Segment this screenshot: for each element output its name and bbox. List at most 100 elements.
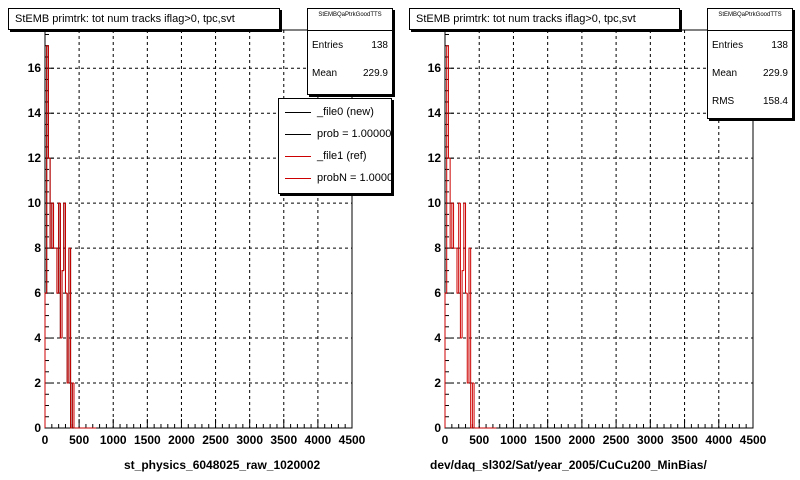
right-title-box: StEMB primtrk: tot num tracks iflag>0, t…: [409, 8, 680, 30]
right-stats-mean-row: Mean 229.9: [708, 59, 792, 87]
x-tick-label: 3000: [236, 433, 263, 447]
histogram-bin: [466, 293, 469, 384]
left-stats-mean-label: Mean: [312, 67, 338, 79]
histogram-bin: [49, 158, 52, 249]
y-tick-label: 6: [34, 286, 41, 300]
right-stats-mean-value: 229.9: [762, 67, 788, 79]
left-stats-entries-row: Entries 138: [308, 31, 392, 59]
left-stats-mean-value: 229.9: [362, 67, 388, 79]
histogram-bin: [447, 45, 451, 159]
right-stats-entries-label: Entries: [712, 39, 744, 51]
y-tick-label: 0: [434, 421, 441, 435]
histogram-bin: [53, 203, 56, 249]
legend-label: prob = 1.000000: [317, 128, 392, 140]
left-stats-entries-label: Entries: [312, 39, 344, 51]
right-stats-box: StEMBQaPtrkGoodTTS Entries 138 Mean 229.…: [707, 8, 793, 119]
x-tick-label: 2000: [168, 433, 195, 447]
histogram-bin: [459, 203, 463, 339]
y-tick-label: 16: [428, 61, 442, 75]
y-tick-label: 0: [34, 421, 41, 435]
x-tick-label: 2500: [603, 433, 630, 447]
left-stats-title: StEMBQaPtrkGoodTTS: [308, 9, 392, 31]
legend-item: _file0 (new): [279, 101, 391, 123]
y-tick-label: 2: [34, 376, 41, 390]
histogram-series: [444, 45, 497, 429]
histogram-bin: [444, 292, 447, 428]
y-tick-label: 8: [34, 241, 41, 255]
histogram-bin: [64, 203, 68, 294]
histogram-bin: [463, 202, 466, 271]
y-tick-label: 14: [28, 106, 42, 120]
left-footer-label: st_physics_6048025_raw_1020002: [124, 458, 321, 472]
right-stats-rms-value: 158.4: [762, 95, 788, 107]
histogram-bin: [56, 248, 59, 294]
x-tick-label: 3000: [637, 433, 664, 447]
histogram-bin: [73, 383, 76, 429]
y-tick-label: 12: [28, 151, 42, 165]
legend-line: [285, 133, 311, 135]
y-tick-label: 4: [34, 331, 41, 345]
histogram-series: [44, 45, 97, 429]
right-stats-rms-label: RMS: [712, 95, 735, 107]
y-tick-label: 12: [428, 151, 442, 165]
histogram-bin: [471, 382, 475, 428]
left-stats-mean-row: Mean 229.9: [308, 59, 392, 87]
right-stats-entries-value: 138: [771, 39, 788, 51]
histogram-bin: [473, 383, 476, 429]
right-footer-label: dev/daq_sl302/Sat/year_2005/CuCu200_MinB…: [430, 458, 707, 472]
legend-label: _file1 (ref): [317, 150, 367, 162]
x-tick-label: 2500: [202, 433, 229, 447]
histogram-bin: [47, 45, 51, 159]
histogram-bin: [456, 248, 459, 294]
legend-item: probN = 1.000000: [279, 167, 391, 189]
histogram-bin: [44, 292, 47, 428]
legend-label: probN = 1.000000: [317, 172, 392, 184]
x-tick-label: 1500: [134, 433, 161, 447]
histogram-bin: [468, 247, 471, 384]
histogram-bin: [470, 248, 473, 429]
x-tick-label: 500: [69, 433, 89, 447]
right-stats-rms-row: RMS 158.4: [708, 87, 792, 115]
right-stats-entries-row: Entries 138: [708, 31, 792, 59]
y-tick-label: 16: [28, 61, 42, 75]
left-legend: _file0 (new) prob = 1.000000 _file1 (ref…: [278, 98, 392, 194]
x-tick-label: 0: [42, 433, 49, 447]
histogram-bin: [453, 203, 456, 249]
histogram-bin: [59, 203, 63, 339]
legend-item: prob = 1.000000: [279, 123, 391, 145]
x-tick-label: 4000: [305, 433, 332, 447]
x-tick-label: 4500: [339, 433, 366, 447]
legend-line: [285, 155, 311, 157]
right-stats-title: StEMBQaPtrkGoodTTS: [708, 9, 792, 31]
left-title: StEMB primtrk: tot num tracks iflag>0, t…: [15, 13, 235, 25]
x-tick-label: 4500: [740, 433, 767, 447]
y-tick-label: 10: [428, 196, 442, 210]
right-title: StEMB primtrk: tot num tracks iflag>0, t…: [416, 13, 636, 25]
x-tick-label: 500: [469, 433, 489, 447]
histogram-bin: [458, 202, 461, 294]
x-tick-label: 1000: [500, 433, 527, 447]
x-tick-label: 1500: [534, 433, 561, 447]
legend-line: [285, 177, 311, 179]
left-title-box: StEMB primtrk: tot num tracks iflag>0, t…: [8, 8, 280, 30]
plot-frame: [444, 29, 754, 429]
histogram-bin: [46, 45, 49, 294]
y-tick-label: 10: [28, 196, 42, 210]
y-tick-label: 8: [434, 241, 441, 255]
histogram-bin: [61, 270, 64, 339]
histogram-bin: [68, 247, 71, 384]
histogram-bin: [66, 293, 69, 384]
histogram-bin: [465, 203, 468, 294]
x-tick-label: 3500: [270, 433, 297, 447]
y-tick-label: 6: [434, 286, 441, 300]
histogram-bin: [51, 202, 54, 249]
legend-label: _file0 (new): [317, 106, 374, 118]
y-tick-label: 4: [434, 331, 441, 345]
histogram-bin: [451, 202, 454, 249]
x-tick-label: 1000: [100, 433, 127, 447]
left-histogram: 0 500 1000 1500 2000 2500 3000 3500 4000 4500 0 2 4 6…: [28, 29, 366, 447]
histogram-bin: [461, 270, 464, 339]
left-stats-entries-value: 138: [371, 39, 388, 51]
y-tick-label: 14: [428, 106, 442, 120]
